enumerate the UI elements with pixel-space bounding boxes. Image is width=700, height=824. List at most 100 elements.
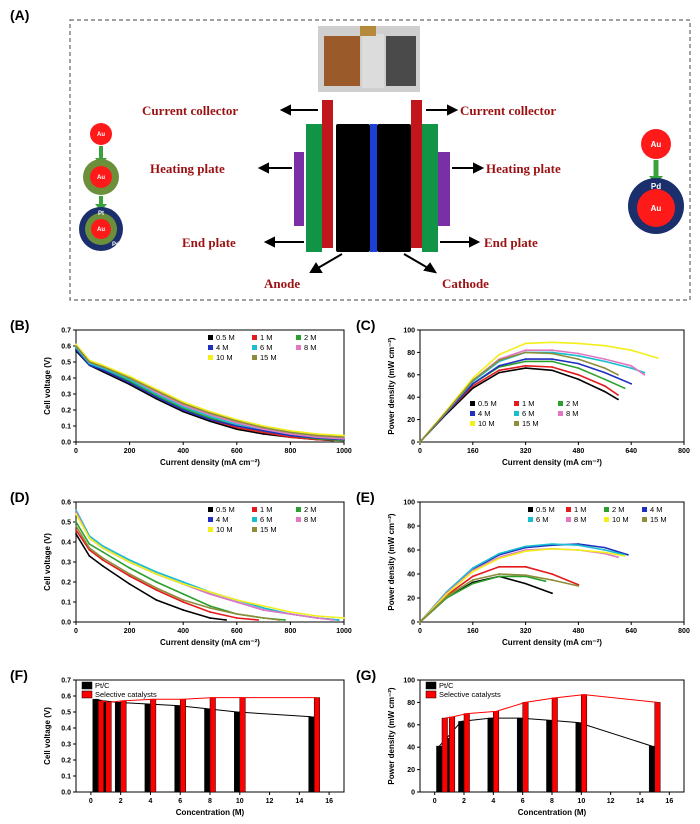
legend-swatch — [604, 517, 609, 522]
x-tick-label: 4 — [148, 798, 152, 805]
legend-label: 8 M — [566, 409, 579, 418]
y-tick-label: 40 — [407, 745, 415, 752]
arrowhead-collector-right — [447, 104, 459, 116]
data-point — [603, 344, 606, 347]
bar-selective-catalysts — [179, 698, 186, 793]
bar-pt-c — [648, 745, 655, 793]
y-tick-label: 0 — [411, 620, 415, 627]
legend-label: 4 M — [216, 343, 229, 352]
data-point — [289, 613, 292, 615]
data-point — [88, 362, 91, 365]
current-collector-left — [322, 100, 333, 248]
legend-swatch — [252, 345, 257, 350]
data-point — [332, 619, 335, 621]
data-point — [617, 394, 619, 396]
data-point — [498, 565, 501, 568]
x-tick-label: 200 — [124, 448, 136, 455]
y-tick-label: 0.3 — [61, 560, 71, 567]
legend-swatch — [296, 507, 301, 512]
y-tick-label: 80 — [407, 350, 415, 357]
data-point — [101, 559, 104, 561]
legend-label: 8 M — [304, 343, 317, 352]
legend-label: Selective catalysts — [439, 690, 501, 699]
data-point — [524, 358, 527, 360]
data-point — [577, 342, 580, 345]
au-label-middle: Au — [97, 175, 105, 181]
y-axis-label: Power density (mW cm⁻²) — [387, 513, 396, 610]
legend-swatch — [514, 421, 519, 426]
label-heating-plate-left: Heating plate — [150, 161, 225, 176]
chart-b-cell-voltage: 0 200 400 600 800 1000 0.0 0.1 0.2 0.3 0.4 0.5 0.6 0.… — [43, 328, 352, 468]
y-tick-label: 0.0 — [61, 440, 71, 447]
data-point — [343, 434, 345, 437]
pd-tag-3: Pd — [112, 242, 120, 248]
data-point — [445, 593, 448, 596]
data-point — [182, 581, 185, 583]
data-point — [155, 388, 158, 391]
end-plate-right — [422, 124, 438, 252]
data-point — [551, 358, 553, 360]
series-line-4-M — [75, 348, 345, 441]
data-point — [498, 552, 501, 555]
legend-swatch — [566, 517, 571, 522]
bar-pt-c — [114, 702, 121, 793]
data-point — [128, 375, 131, 378]
legend-label: 10 M — [612, 515, 629, 524]
data-point — [235, 418, 238, 421]
data-point — [235, 599, 238, 601]
x-tick-label: 6 — [178, 798, 182, 805]
y-tick-label: 0.5 — [61, 360, 71, 367]
bar-pt-c — [174, 705, 181, 793]
data-point — [577, 378, 580, 381]
data-point — [498, 369, 501, 372]
data-point — [603, 378, 606, 381]
legend-swatch — [528, 507, 533, 512]
data-point — [209, 415, 211, 418]
series-line-10-M — [75, 343, 345, 437]
data-point — [551, 366, 553, 368]
data-point — [524, 565, 527, 568]
legend-swatch — [514, 411, 519, 416]
data-point — [128, 380, 131, 383]
series-line-0-5-M — [75, 533, 227, 621]
data-point — [235, 421, 238, 424]
data-point — [209, 410, 211, 413]
data-point — [75, 521, 77, 523]
x-tick-label: 6 — [521, 798, 525, 805]
series-line-15-M — [75, 525, 280, 621]
legend-swatch — [81, 690, 93, 699]
data-point — [262, 433, 265, 435]
trend-line — [100, 697, 317, 703]
x-tick-label: 320 — [520, 448, 532, 455]
y-tick-label: 80 — [407, 700, 415, 707]
panel-label-d: (D) — [10, 489, 29, 505]
data-point — [289, 436, 292, 439]
data-point — [551, 592, 553, 595]
legend-swatch — [296, 345, 301, 350]
y-tick-label: 0.1 — [61, 600, 71, 607]
data-point — [155, 396, 158, 399]
legend-swatch — [558, 411, 563, 416]
legend-label: 1 M — [260, 333, 273, 342]
data-point — [524, 351, 527, 354]
data-point — [643, 373, 646, 376]
data-point — [101, 545, 104, 547]
bar-selective-catalysts — [239, 697, 246, 793]
label-heating-plate-right: Heating plate — [486, 161, 561, 176]
y-tick-label: 0.2 — [61, 408, 71, 415]
y-tick-label: 20 — [407, 417, 415, 424]
panel-label-e: (E) — [356, 489, 375, 505]
y-tick-label: 0.4 — [61, 376, 71, 383]
legend-swatch — [296, 517, 301, 522]
pd-label-right: Pd — [651, 182, 661, 191]
data-point — [524, 360, 527, 363]
legend-swatch — [208, 507, 213, 512]
data-point — [262, 425, 265, 427]
diagram-frame — [69, 19, 691, 301]
legend-swatch — [642, 517, 647, 522]
data-point — [182, 601, 185, 603]
series-line-15-M — [75, 345, 345, 438]
data-point — [101, 370, 104, 373]
data-point — [551, 547, 553, 550]
legend-label: 6 M — [260, 515, 273, 524]
